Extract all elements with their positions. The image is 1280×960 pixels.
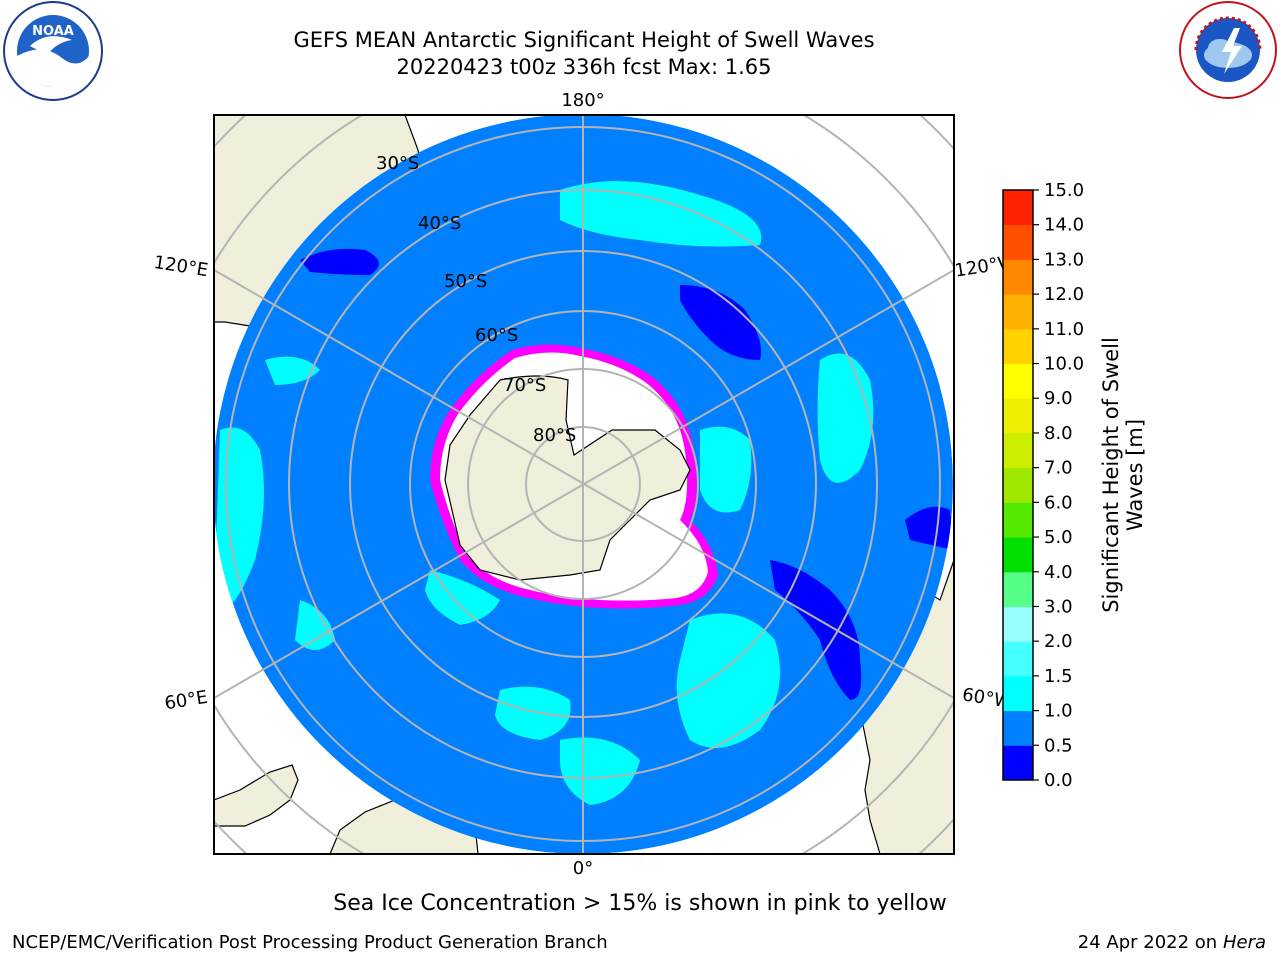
lon-label-60e: 60°E — [163, 687, 209, 715]
plot-title: GEFS MEAN Antarctic Significant Height o… — [293, 28, 875, 52]
lon-label-120e: 120°E — [152, 252, 209, 281]
noaa-logo-icon: NOAA — [3, 1, 103, 101]
map-frame — [213, 114, 955, 855]
colorbar-tick-label: 10.0 — [1044, 354, 1084, 375]
colorbar-tick-label: 7.0 — [1044, 458, 1073, 479]
colorbar-block — [1003, 502, 1033, 538]
colorbar-label-line2: Waves [m] — [1123, 419, 1147, 531]
lat-label-70s: 70°S — [503, 375, 546, 396]
lon-label-0: 0° — [573, 858, 593, 879]
lat-label-60s: 60°S — [475, 325, 518, 346]
colorbar-block — [1003, 467, 1033, 503]
lat-label-40s: 40°S — [418, 213, 461, 234]
lon-label-180: 180° — [561, 90, 604, 111]
colorbar-tick-label: 1.5 — [1044, 666, 1073, 687]
colorbar-ticks: 0.0 0.5 1.0 1.5 2.0 3.0 4.0 5.0 6.0 7.0 8.0 9.0 10.0… — [1033, 180, 1084, 791]
colorbar-block — [1003, 363, 1033, 399]
footer-host: Hera — [1222, 932, 1266, 953]
colorbar-block — [1003, 641, 1033, 677]
colorbar-block — [1003, 571, 1033, 607]
colorbar-block — [1003, 745, 1033, 781]
low-swell-patches — [300, 248, 953, 700]
meridian-lines — [214, 115, 954, 854]
colorbar-block — [1003, 328, 1033, 365]
swell-patches — [214, 181, 874, 805]
lat-label-30s: 30°S — [376, 153, 419, 174]
colorbar-block — [1003, 710, 1033, 746]
sea-ice-note: Sea Ice Concentration > 15% is shown in … — [333, 891, 947, 916]
nws-logo-icon — [1179, 1, 1277, 99]
footer-branch: NCEP/EMC/Verification Post Processing Pr… — [12, 932, 608, 953]
colorbar: 0.0 0.5 1.0 1.5 2.0 3.0 4.0 5.0 6.0 7.0 8.0 9.0 10.0… — [1002, 180, 1147, 791]
plot-subtitle: 20220423 t00z 336h fcst Max: 1.65 — [396, 55, 772, 79]
colorbar-tick-label: 11.0 — [1044, 319, 1084, 340]
colorbar-tick-label: 8.0 — [1044, 423, 1073, 444]
colorbar-tick-label: 3.0 — [1044, 596, 1073, 617]
colorbar-tick-label: 2.0 — [1044, 631, 1073, 652]
colorbar-frame — [1002, 189, 1034, 781]
colorbar-tick-label: 12.0 — [1044, 284, 1084, 305]
lat-label-50s: 50°S — [444, 271, 487, 292]
colorbar-tick-label: 9.0 — [1044, 388, 1073, 409]
colorbar-label-line1: Significant Height of Swell — [1099, 337, 1123, 613]
colorbar-block — [1003, 259, 1033, 295]
colorbar-tick-label: 15.0 — [1044, 180, 1084, 201]
colorbar-block — [1003, 224, 1033, 260]
colorbar-blocks — [1003, 190, 1033, 781]
colorbar-tick-label: 1.0 — [1044, 701, 1073, 722]
colorbar-tick-label: 13.0 — [1044, 249, 1084, 270]
colorbar-tick-label: 4.0 — [1044, 562, 1073, 583]
colorbar-tick-label: 0.5 — [1044, 735, 1073, 756]
colorbar-block — [1003, 432, 1033, 469]
colorbar-block — [1003, 537, 1033, 573]
colorbar-tick-label: 0.0 — [1044, 770, 1073, 791]
colorbar-tick-label: 14.0 — [1044, 215, 1084, 236]
svg-text:NOAA: NOAA — [32, 24, 74, 39]
colorbar-block — [1003, 294, 1033, 330]
lat-label-80s: 80°S — [533, 425, 576, 446]
colorbar-block — [1003, 190, 1033, 226]
footer-date: 24 Apr 2022 on Hera — [1078, 932, 1266, 953]
colorbar-block — [1003, 606, 1033, 642]
madagascar-landmass — [214, 764, 299, 827]
colorbar-tick-label: 6.0 — [1044, 492, 1073, 513]
colorbar-block — [1003, 675, 1033, 712]
colorbar-tick-label: 5.0 — [1044, 527, 1073, 548]
footer-date-text: 24 Apr 2022 on — [1077, 932, 1223, 953]
colorbar-block — [1003, 398, 1033, 434]
